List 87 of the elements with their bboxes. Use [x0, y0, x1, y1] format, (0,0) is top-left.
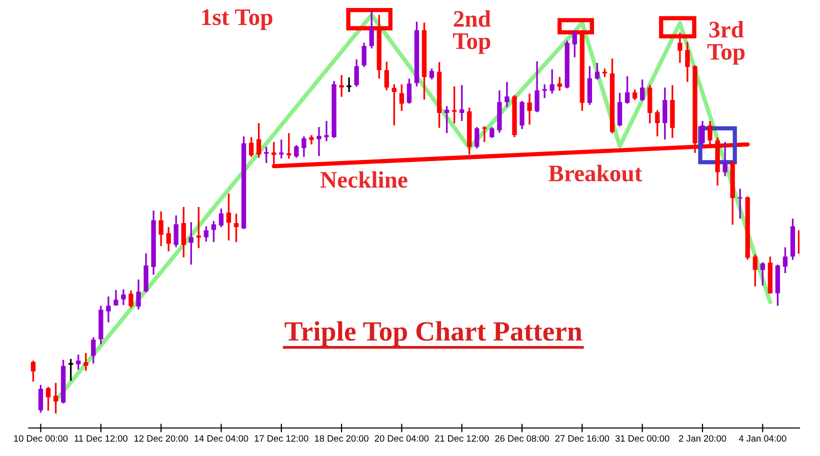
x-tick-label: 18 Dec 20:00	[314, 435, 368, 442]
candlestick	[452, 85, 457, 124]
candlestick	[504, 81, 510, 108]
candlestick	[429, 68, 434, 80]
candlestick	[624, 75, 630, 105]
candlestick	[617, 92, 622, 128]
candlestick	[550, 68, 554, 94]
candlestick	[339, 74, 344, 98]
candlestick	[632, 88, 638, 101]
candlestick	[557, 76, 562, 92]
x-tick-label: 4 Jan 04:00	[738, 435, 786, 442]
candlestick	[234, 212, 239, 243]
candlestick	[309, 134, 314, 146]
candlestick	[136, 278, 141, 310]
candlestick	[354, 58, 359, 88]
x-tick-label: 20 Dec 04:00	[374, 435, 429, 442]
candlestick	[520, 100, 524, 130]
candlestick	[106, 296, 111, 324]
candlestick	[474, 126, 480, 150]
candlestick	[46, 386, 51, 412]
candlestick	[188, 221, 194, 266]
candlestick	[204, 225, 209, 242]
candlestick	[248, 136, 254, 158]
candlestick	[211, 220, 216, 243]
candlestick	[196, 206, 201, 249]
annotation: 2nd Top	[453, 10, 491, 54]
x-tick-label: 14 Dec 04:00	[194, 435, 248, 442]
candlestick	[38, 384, 44, 414]
candlestick	[700, 120, 705, 148]
candlestick	[279, 138, 284, 160]
candlestick	[362, 42, 366, 68]
candlestick	[655, 109, 660, 138]
x-tick-label: 21 Dec 12:00	[435, 435, 489, 442]
candlestick	[594, 62, 600, 80]
candlestick	[256, 122, 262, 159]
candlestick	[460, 84, 464, 122]
candlestick	[527, 92, 532, 126]
candlestick	[752, 254, 758, 288]
candlestick	[392, 83, 397, 126]
annotation: Neckline	[320, 171, 408, 188]
candlestick	[294, 144, 299, 159]
candlestick	[174, 214, 178, 248]
annotation: 3rd Top	[707, 20, 745, 65]
candlestick	[53, 382, 58, 414]
candlestick	[444, 105, 450, 134]
candlestick	[158, 210, 164, 247]
candlestick	[121, 288, 126, 306]
x-tick-label: 26 Dec 08:00	[495, 435, 549, 442]
candlestick	[662, 86, 668, 140]
candlestick	[114, 289, 118, 307]
candlestick	[302, 136, 306, 158]
candlestick	[722, 141, 728, 178]
candlestick	[542, 83, 547, 99]
candlestick	[369, 9, 374, 50]
candlestick	[218, 208, 224, 228]
candlestick	[166, 226, 171, 252]
candlestick	[399, 83, 404, 112]
candlestick	[782, 246, 788, 274]
candlestick	[760, 261, 765, 286]
x-tick-label: 10 Dec 00:00	[14, 435, 68, 442]
candlestick	[406, 78, 412, 105]
candlestick	[324, 120, 329, 142]
candlestick	[640, 78, 645, 102]
text: Triple Top Chart Pattern	[284, 321, 582, 346]
candlestick	[226, 192, 232, 242]
candlestick	[84, 352, 88, 372]
candlestick	[384, 60, 389, 92]
candlestick	[264, 146, 269, 164]
candlestick	[534, 60, 540, 113]
candlestick	[181, 206, 186, 258]
annotation: Breakout	[548, 164, 642, 182]
candlestick	[286, 132, 292, 160]
candlestick	[76, 354, 81, 370]
annotation: 1st Top	[202, 9, 272, 30]
x-tick-label: 17 Dec 12:00	[254, 435, 308, 442]
candlestick	[91, 336, 96, 364]
candlestick	[490, 126, 494, 139]
x-tick-label: 27 Dec 16:00	[555, 435, 610, 442]
x-tick-label: 31 Dec 00:00	[615, 435, 670, 442]
candlestick	[30, 360, 36, 382]
x-tick-label: 2 Jan 20:00	[679, 435, 726, 442]
candlestick	[316, 126, 322, 157]
candlestick	[572, 30, 577, 58]
x-tick-label: 11 Dec 12:00	[74, 435, 128, 442]
candlestick	[128, 290, 134, 309]
candlestick	[685, 41, 690, 83]
x-tick-label: 12 Dec 20:00	[134, 435, 188, 442]
